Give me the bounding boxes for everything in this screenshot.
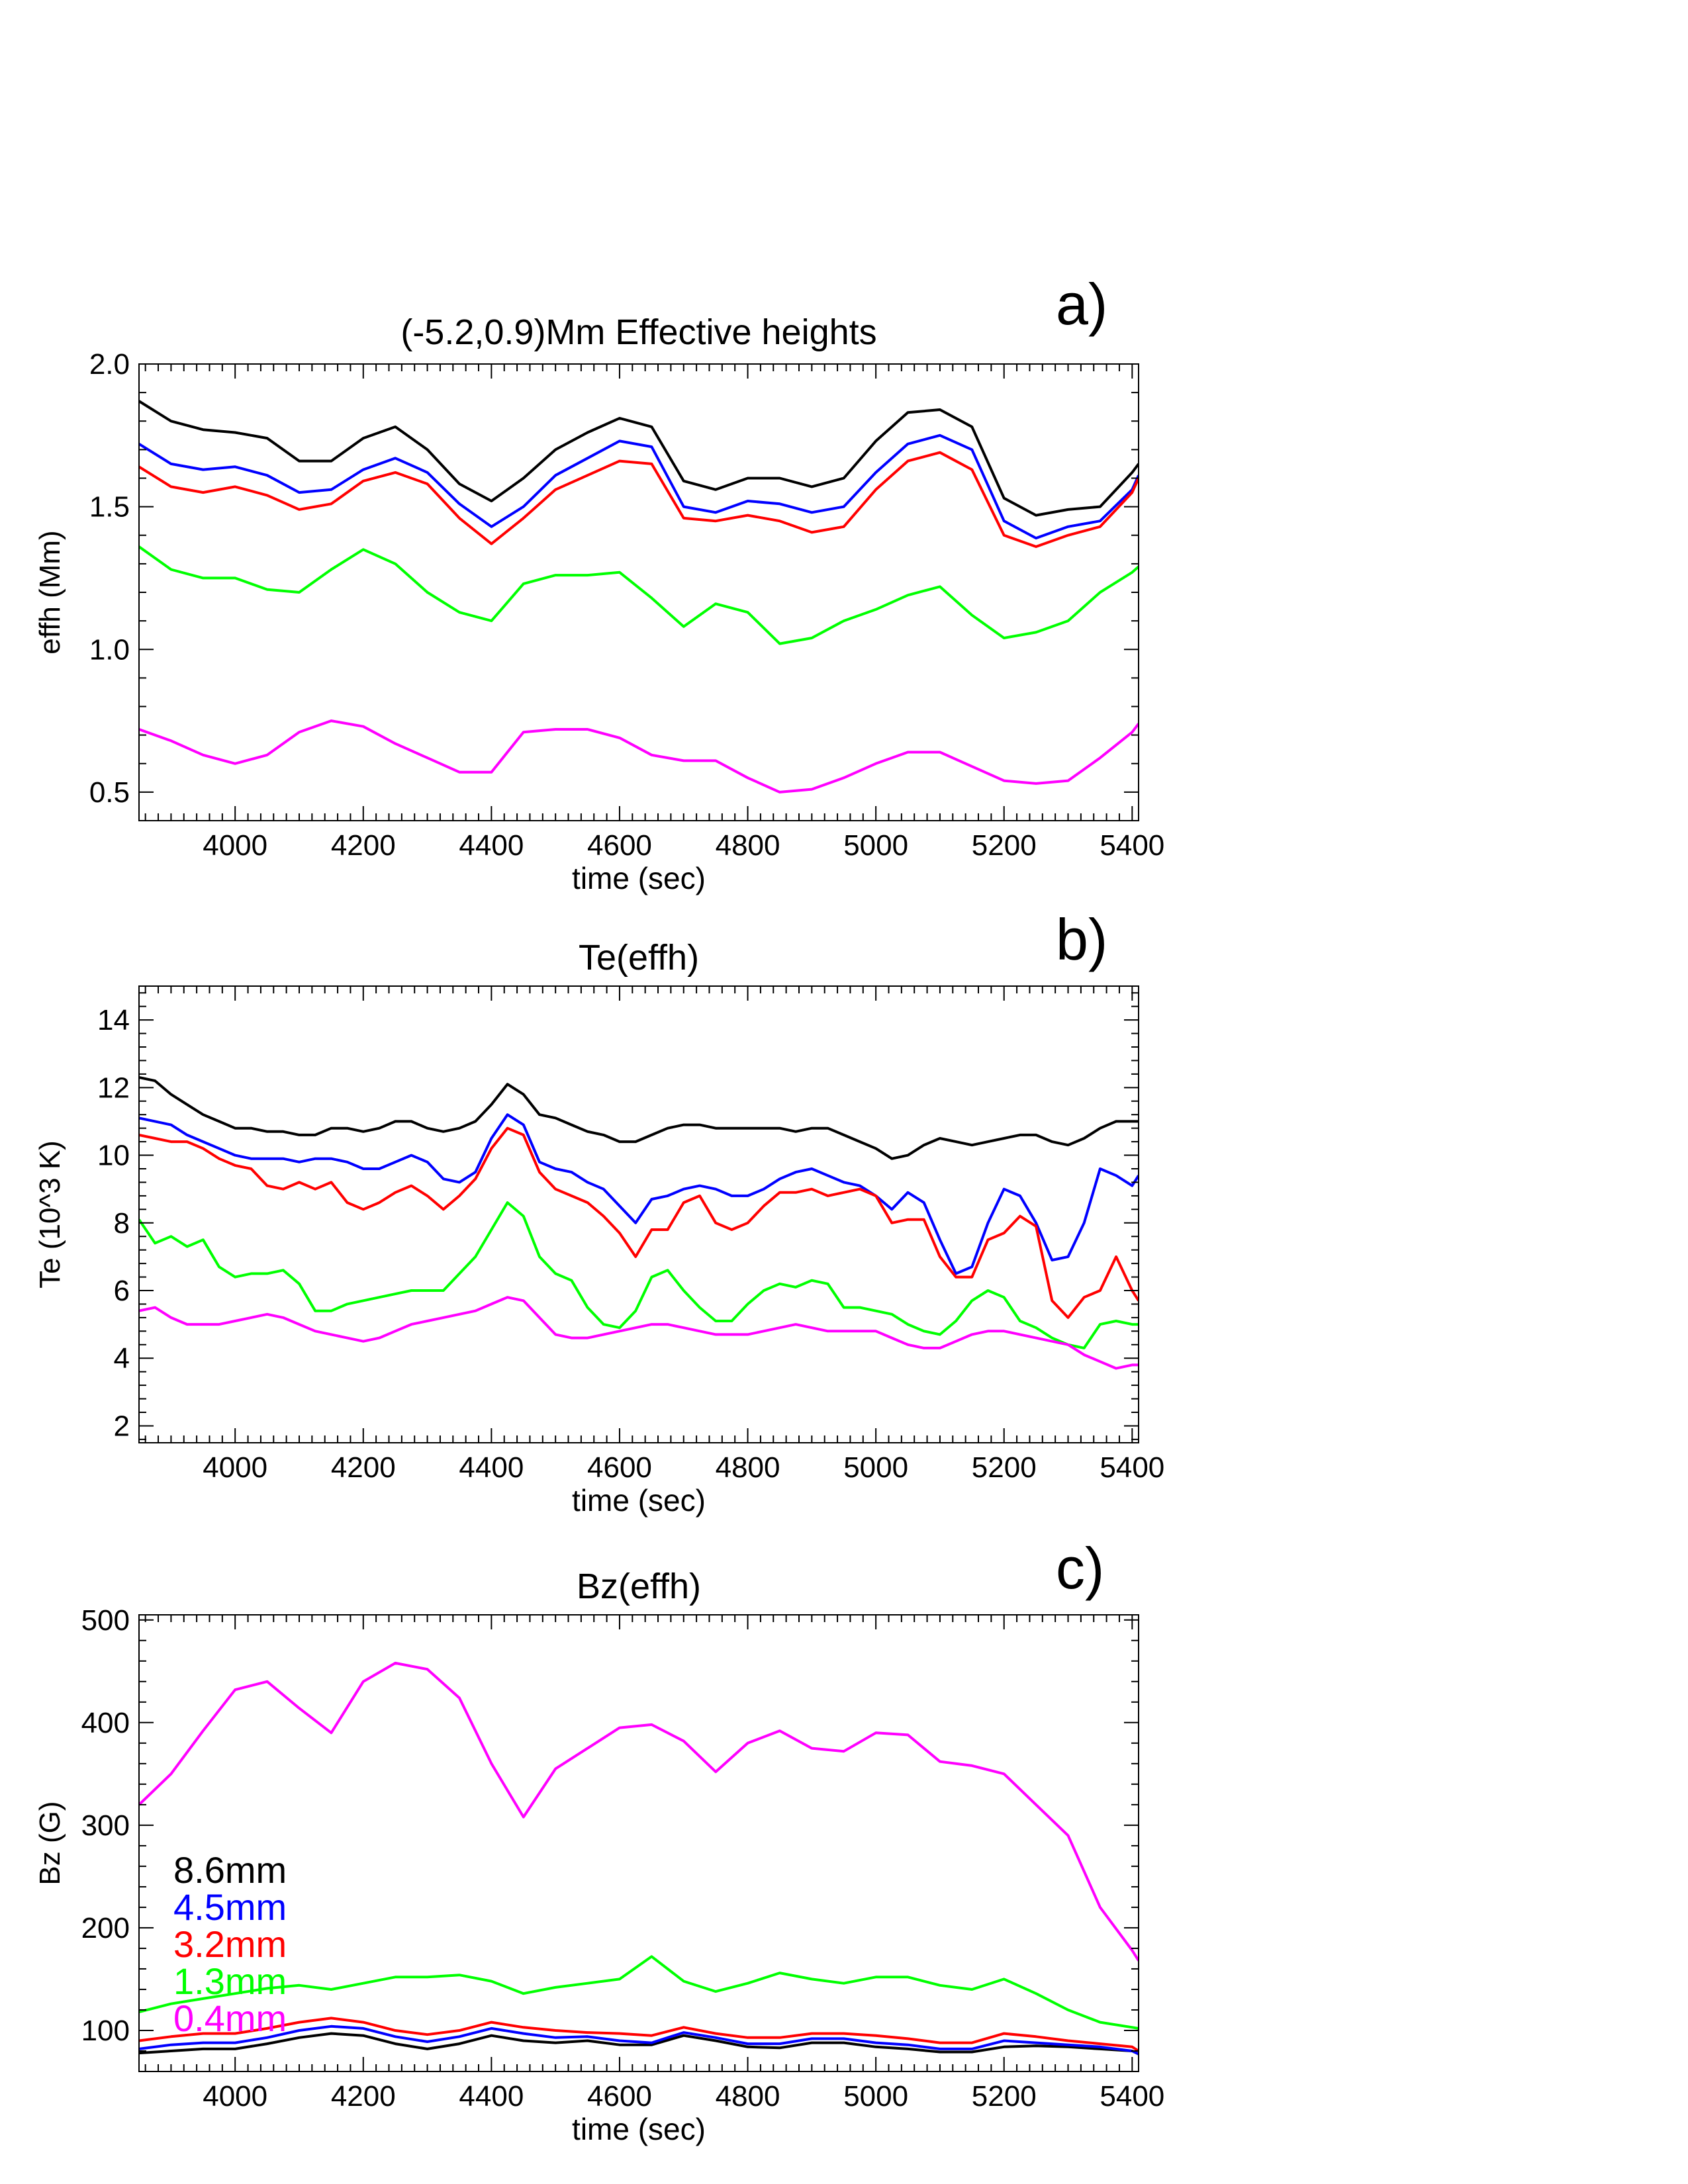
x-tick-label: 4000 xyxy=(203,2080,267,2113)
x-axis-label: time (sec) xyxy=(572,2112,706,2146)
series-line-1 xyxy=(139,2032,1139,2056)
legend-label: 8.6mm xyxy=(173,1849,287,1891)
panel-label: c) xyxy=(1056,1535,1104,1601)
y-tick-label: 300 xyxy=(81,1809,130,1842)
y-tick-label: 12 xyxy=(97,1071,130,1104)
chart-title: Te(effh) xyxy=(579,938,699,978)
series-line-4 xyxy=(139,1201,1139,1349)
chart-panel-2: 4000 4200 4400 4600 4800 5000 5200 5400 2 4 6 8 10 12… xyxy=(34,907,1164,1518)
series-line-1 xyxy=(139,1076,1139,1160)
series-line-3 xyxy=(139,2017,1139,2052)
y-axis-label: Te (10^3 K) xyxy=(34,1140,66,1289)
x-tick-label: 5200 xyxy=(972,2080,1037,2113)
x-tick-label: 5200 xyxy=(972,1451,1037,1484)
x-tick-label: 4200 xyxy=(331,1451,396,1484)
chart-title: Bz(effh) xyxy=(577,1567,701,1606)
x-tick-label: 4200 xyxy=(331,829,396,862)
y-tick-label: 14 xyxy=(97,1004,130,1036)
series-line-2 xyxy=(139,1113,1139,1275)
y-tick-label: 6 xyxy=(114,1275,130,1307)
series-line-5 xyxy=(139,1661,1139,1962)
y-axis-label: effh (Mm) xyxy=(34,530,66,654)
plot-frame xyxy=(138,985,1139,1443)
chart-panel-3: 4000 4200 4400 4600 4800 5000 5200 5400 100 200 30… xyxy=(34,1535,1164,2146)
x-axis-label: time (sec) xyxy=(572,861,706,895)
x-tick-label: 4400 xyxy=(459,2080,524,2113)
y-tick-label: 10 xyxy=(97,1140,130,1172)
y-tick-label: 200 xyxy=(81,1912,130,1944)
series-group xyxy=(139,1076,1139,1370)
plot-frame xyxy=(138,1614,1139,2072)
y-tick-label: 1.0 xyxy=(89,633,130,666)
legend-label: 3.2mm xyxy=(173,1923,287,1965)
series-line-3 xyxy=(139,451,1139,548)
chart-panel-1: 4000 4200 4400 4600 4800 5000 5200 5400 0.5 1.0 1.… xyxy=(34,271,1164,895)
x-tick-label: 5000 xyxy=(843,829,908,862)
x-tick-label: 4200 xyxy=(331,2080,396,2113)
x-tick-label: 4600 xyxy=(587,2080,652,2113)
legend-label: 4.5mm xyxy=(173,1886,287,1928)
series-group xyxy=(139,400,1139,794)
panel-label: b) xyxy=(1056,907,1107,972)
x-tick-label: 4000 xyxy=(203,829,267,862)
chart-title: (-5.2,0.9)Mm Effective heights xyxy=(400,312,876,352)
y-tick-label: 500 xyxy=(81,1604,130,1637)
x-tick-label: 4600 xyxy=(587,1451,652,1484)
series-line-4 xyxy=(139,545,1139,645)
x-tick-label: 4800 xyxy=(716,2080,780,2113)
y-tick-label: 2 xyxy=(114,1410,130,1442)
x-tick-label: 4800 xyxy=(716,1451,780,1484)
x-tick-label: 4600 xyxy=(587,829,652,862)
x-tick-label: 4400 xyxy=(459,829,524,862)
x-tick-label: 5400 xyxy=(1100,2080,1164,2113)
series-line-2 xyxy=(139,2025,1139,2056)
x-tick-label: 4000 xyxy=(203,1451,267,1484)
x-tick-label: 5200 xyxy=(972,829,1037,862)
series-line-1 xyxy=(139,400,1139,517)
y-tick-label: 1.5 xyxy=(89,491,130,523)
y-tick-label: 400 xyxy=(81,1707,130,1739)
x-tick-label: 5000 xyxy=(843,2080,908,2113)
y-tick-label: 100 xyxy=(81,2015,130,2047)
series-line-2 xyxy=(139,433,1139,540)
series-line-4 xyxy=(139,1955,1139,2030)
x-tick-label: 5400 xyxy=(1100,1451,1164,1484)
x-tick-label: 5000 xyxy=(843,1451,908,1484)
x-tick-label: 5400 xyxy=(1100,829,1164,862)
series-line-3 xyxy=(139,1126,1139,1319)
x-tick-label: 4400 xyxy=(459,1451,524,1484)
x-tick-label: 4800 xyxy=(716,829,780,862)
y-tick-label: 8 xyxy=(114,1207,130,1240)
y-tick-label: 0.5 xyxy=(89,776,130,809)
y-tick-label: 2.0 xyxy=(89,348,130,381)
legend-label: 1.3mm xyxy=(173,1960,287,2002)
x-axis-label: time (sec) xyxy=(572,1483,706,1518)
legend-label: 0.4mm xyxy=(173,1997,287,2039)
series-line-5 xyxy=(139,1296,1139,1370)
y-axis-label: Bz (G) xyxy=(34,1801,66,1885)
series-group xyxy=(139,1661,1139,2056)
series-line-5 xyxy=(139,719,1139,794)
panel-label: a) xyxy=(1056,271,1107,337)
y-tick-label: 4 xyxy=(114,1342,130,1375)
